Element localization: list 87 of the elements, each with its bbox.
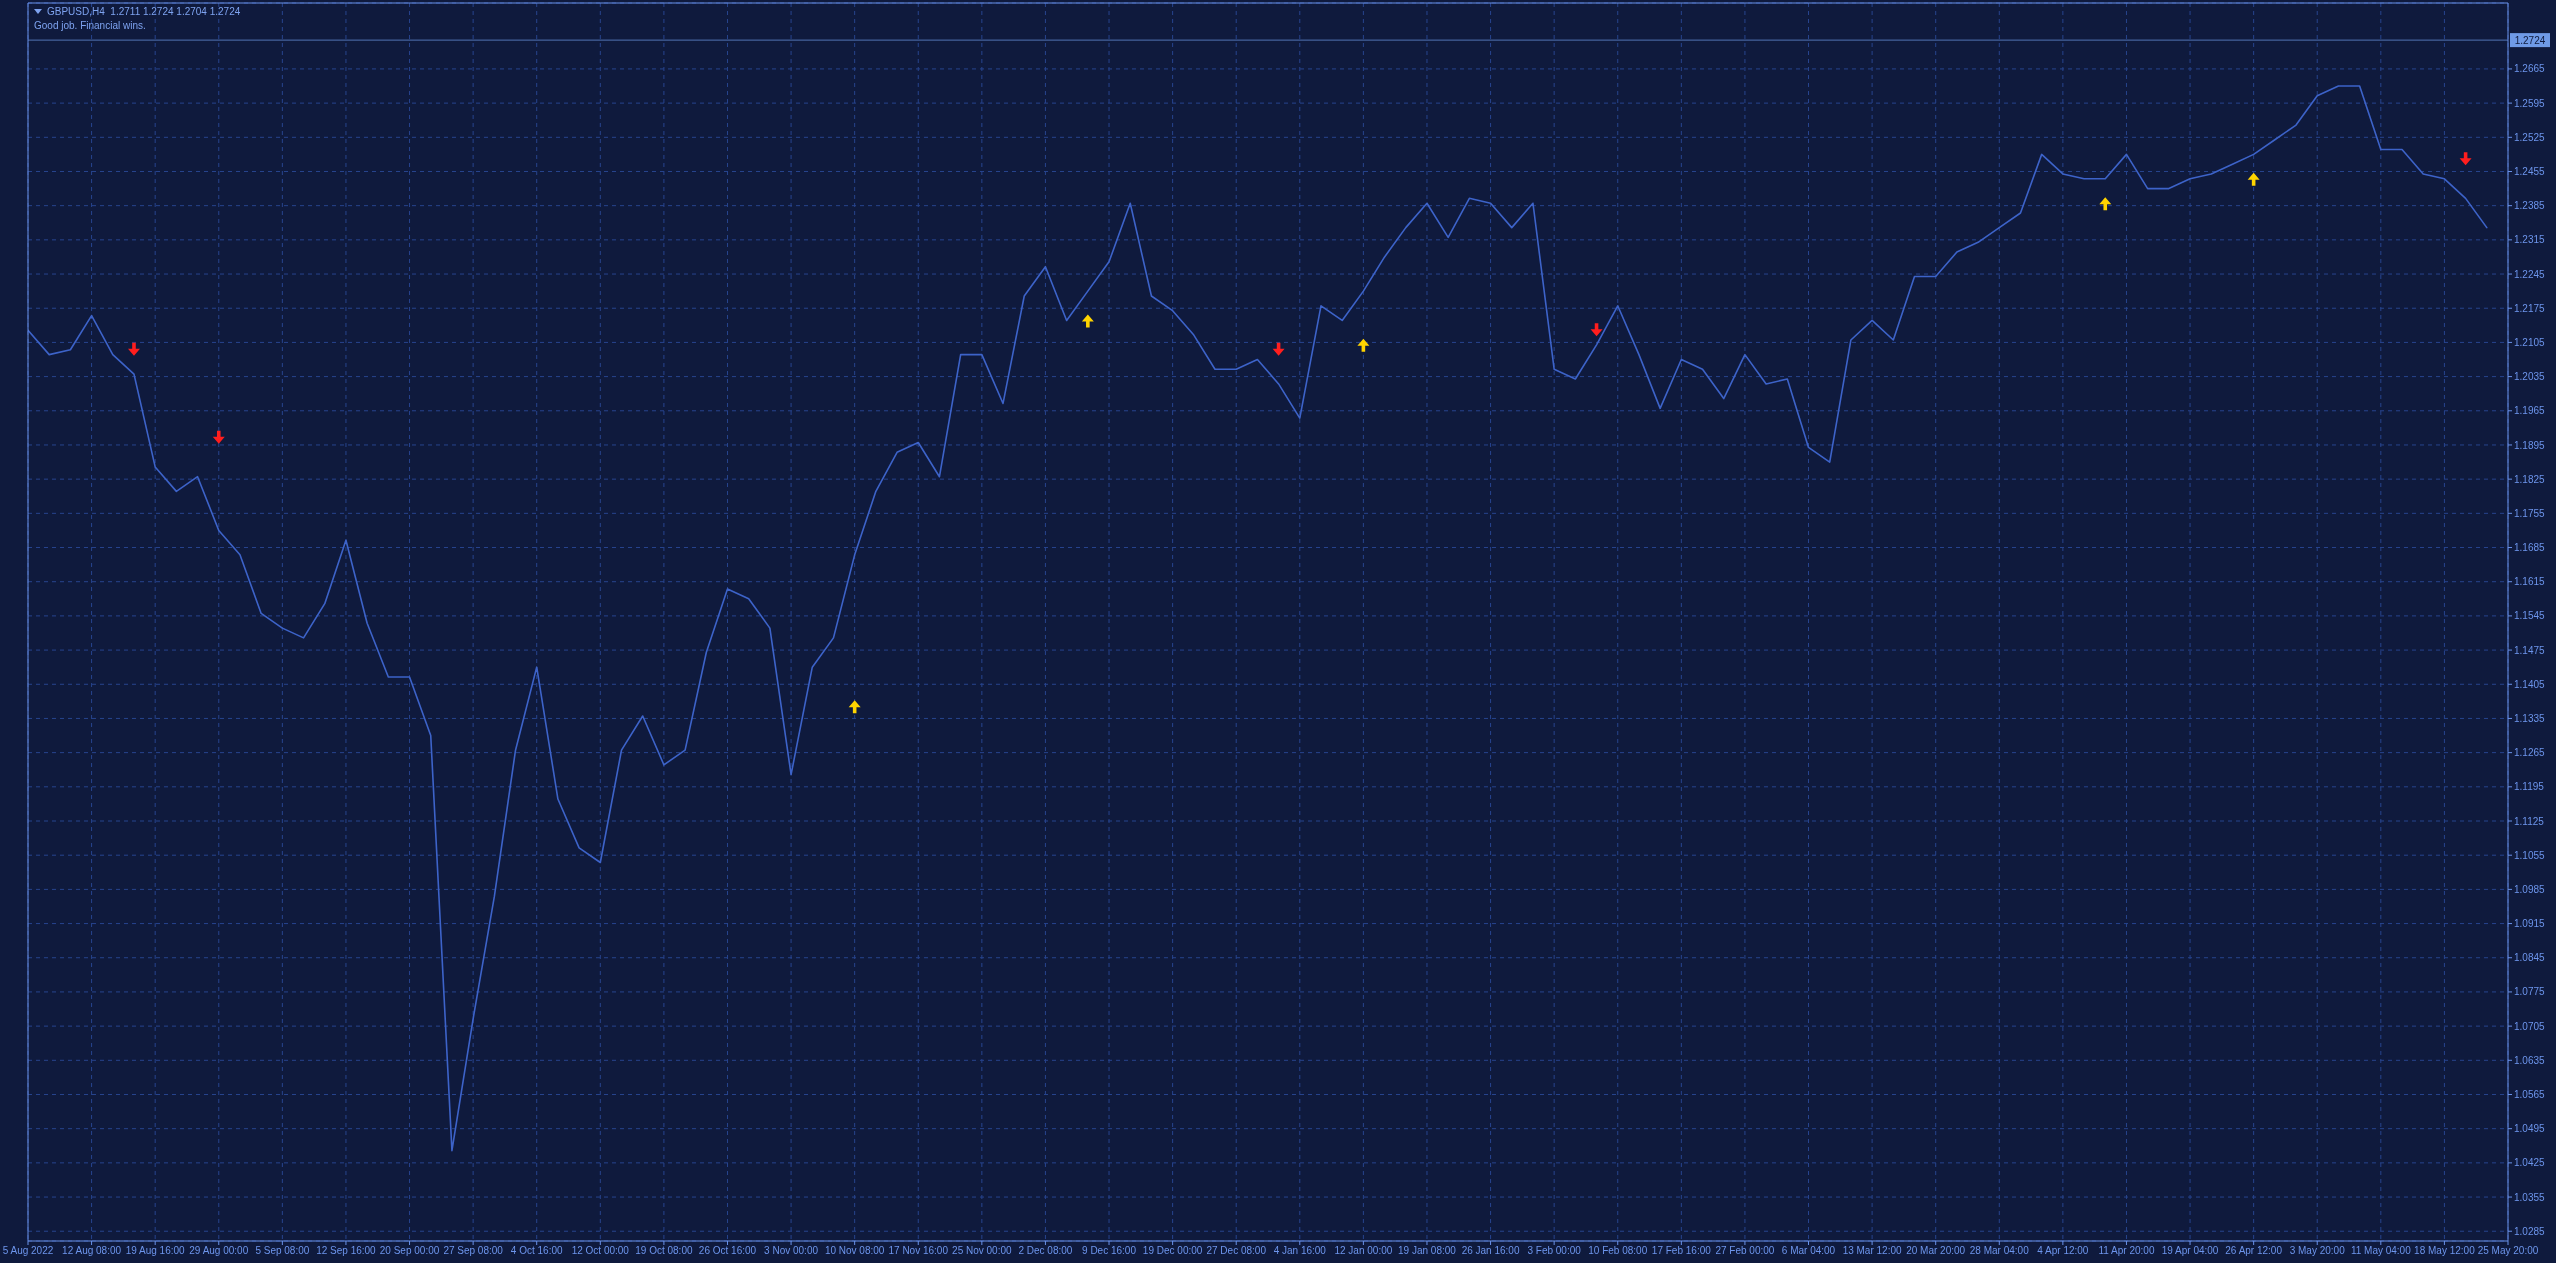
x-tick-label: 11 May 04:00 — [2350, 1245, 2412, 1257]
line-series — [28, 85, 2488, 1152]
x-tick-label: 20 Sep 00:00 — [379, 1245, 440, 1257]
y-tick-label: 1.0635 — [2514, 1054, 2546, 1066]
x-tick-label: 12 Oct 00:00 — [571, 1245, 630, 1257]
x-tick-label: 28 Mar 04:00 — [1969, 1245, 2030, 1257]
x-tick-label: 17 Nov 16:00 — [888, 1245, 949, 1257]
x-tick-label: 12 Aug 08:00 — [62, 1245, 122, 1257]
y-tick-label: 1.1335 — [2514, 713, 2546, 724]
x-tick-label: 9 Dec 16:00 — [1082, 1245, 1137, 1257]
y-tick-label: 1.0775 — [2514, 986, 2546, 998]
y-tick-label: 1.2385 — [2514, 200, 2546, 212]
x-tick-label: 19 Oct 08:00 — [635, 1245, 693, 1257]
x-tick-label: 27 Dec 08:00 — [1206, 1245, 1267, 1257]
y-tick-label: 1.0495 — [2514, 1123, 2546, 1135]
x-tick-label: 10 Feb 08:00 — [1588, 1245, 1648, 1257]
x-tick-label: 6 Mar 04:00 — [1781, 1245, 1836, 1257]
text: Good job. Financial wins. — [34, 19, 146, 32]
x-tick-label: 20 Mar 20:00 — [1906, 1245, 1966, 1257]
y-tick-label: 1.1475 — [2514, 644, 2546, 656]
y-tick-label: 1.1125 — [2514, 815, 2545, 827]
x-tick-label: 27 Feb 00:00 — [1715, 1245, 1775, 1257]
y-tick-label: 1.1545 — [2514, 610, 2546, 622]
y-tick-label: 1.1055 — [2514, 849, 2546, 861]
x-tick-label: 17 Feb 16:00 — [1651, 1245, 1712, 1257]
x-tick-label: 26 Jan 16:00 — [1461, 1245, 1520, 1257]
x-tick-label: 3 Nov 00:00 — [764, 1245, 819, 1257]
x-tick-label: 3 May 20:00 — [2289, 1245, 2346, 1257]
y-tick-label: 1.1405 — [2514, 678, 2546, 690]
x-tick-label: 26 Apr 12:00 — [2225, 1245, 2283, 1257]
x-tick-label: 5 Sep 08:00 — [255, 1245, 310, 1257]
x-tick-label: 4 Jan 16:00 — [1273, 1245, 1327, 1257]
y-tick-label: 1.0845 — [2514, 952, 2546, 964]
x-tick-label: 4 Oct 16:00 — [510, 1245, 563, 1257]
y-tick-label: 1.2665 — [2514, 63, 2546, 75]
x-tick-label: 29 Aug 00:00 — [189, 1245, 249, 1257]
x-tick-label: 25 May 20:00 — [2477, 1245, 2539, 1257]
y-tick-label: 1.2595 — [2514, 97, 2546, 109]
point — [1590, 323, 1603, 337]
y-tick-label: 1.1965 — [2514, 405, 2546, 417]
y-tick-label: 1.0355 — [2514, 1191, 2546, 1203]
point — [2247, 172, 2260, 186]
x-tick-label: 18 May 12:00 — [2414, 1245, 2476, 1257]
y-tick-label: 1.0705 — [2514, 1020, 2546, 1032]
point — [212, 430, 225, 444]
y-tick-label: 1.1265 — [2514, 747, 2546, 759]
y-tick-label: 1.1615 — [2514, 576, 2546, 588]
x-tick-label: 13 Mar 12:00 — [1842, 1245, 1902, 1257]
x-tick-label: 19 Aug 16:00 — [125, 1245, 186, 1257]
y-tick-label: 1.0985 — [2514, 883, 2546, 895]
y-tick-label: 1.0915 — [2514, 918, 2546, 930]
x-tick-label: 19 Apr 04:00 — [2161, 1245, 2219, 1257]
x-tick-label: 4 Apr 12:00 — [2037, 1245, 2089, 1257]
y-tick-label: 1.2455 — [2514, 166, 2546, 178]
y-tick-label: 1.1895 — [2514, 439, 2546, 451]
point — [2099, 197, 2112, 211]
y-tick-label: 1.1685 — [2514, 542, 2546, 554]
x-tick-label: 12 Sep 16:00 — [316, 1245, 377, 1257]
x-tick-label: 5 Aug 2022 — [2, 1245, 54, 1257]
y-tick-label: 1.2035 — [2514, 371, 2546, 383]
y-tick-label: 1.2315 — [2514, 234, 2546, 246]
x-tick-label: 10 Nov 08:00 — [824, 1245, 885, 1257]
ref-line-label: 1.2724 — [2514, 35, 2546, 47]
x-tick-label: 2 Dec 08:00 — [1018, 1245, 1073, 1257]
y-tick-label: 1.2245 — [2514, 268, 2546, 280]
x-tick-label: 19 Dec 00:00 — [1142, 1245, 1203, 1257]
y-tick-label: 1.0425 — [2514, 1157, 2546, 1169]
point — [1357, 338, 1370, 352]
y-tick-label: 1.2105 — [2514, 336, 2546, 348]
x-tick-label: 19 Jan 08:00 — [1398, 1245, 1457, 1257]
point — [127, 342, 140, 356]
y-tick-label: 1.1755 — [2514, 507, 2546, 519]
x-tick-label: 27 Sep 08:00 — [443, 1245, 504, 1257]
x-tick-label: 12 Jan 00:00 — [1334, 1245, 1393, 1257]
point — [1081, 314, 1094, 328]
x-tick-label: 26 Oct 16:00 — [698, 1245, 757, 1257]
y-tick-label: 1.2175 — [2514, 302, 2546, 314]
y-tick-label: 1.1825 — [2514, 473, 2546, 485]
y-tick-label: 1.2525 — [2514, 131, 2546, 143]
x-tick-label: 3 Feb 00:00 — [1527, 1245, 1582, 1257]
x-tick-label: 25 Nov 00:00 — [952, 1245, 1013, 1257]
y-tick-label: 1.0285 — [2514, 1225, 2546, 1237]
chart-title: GBPUSD,H4 1.2711 1.2724 1.2704 1.2724 — [47, 5, 241, 18]
x-tick-label: 11 Apr 20:00 — [2098, 1245, 2155, 1257]
y-tick-label: 1.0565 — [2514, 1089, 2546, 1101]
point — [2459, 152, 2472, 166]
y-tick-label: 1.1195 — [2514, 781, 2545, 793]
